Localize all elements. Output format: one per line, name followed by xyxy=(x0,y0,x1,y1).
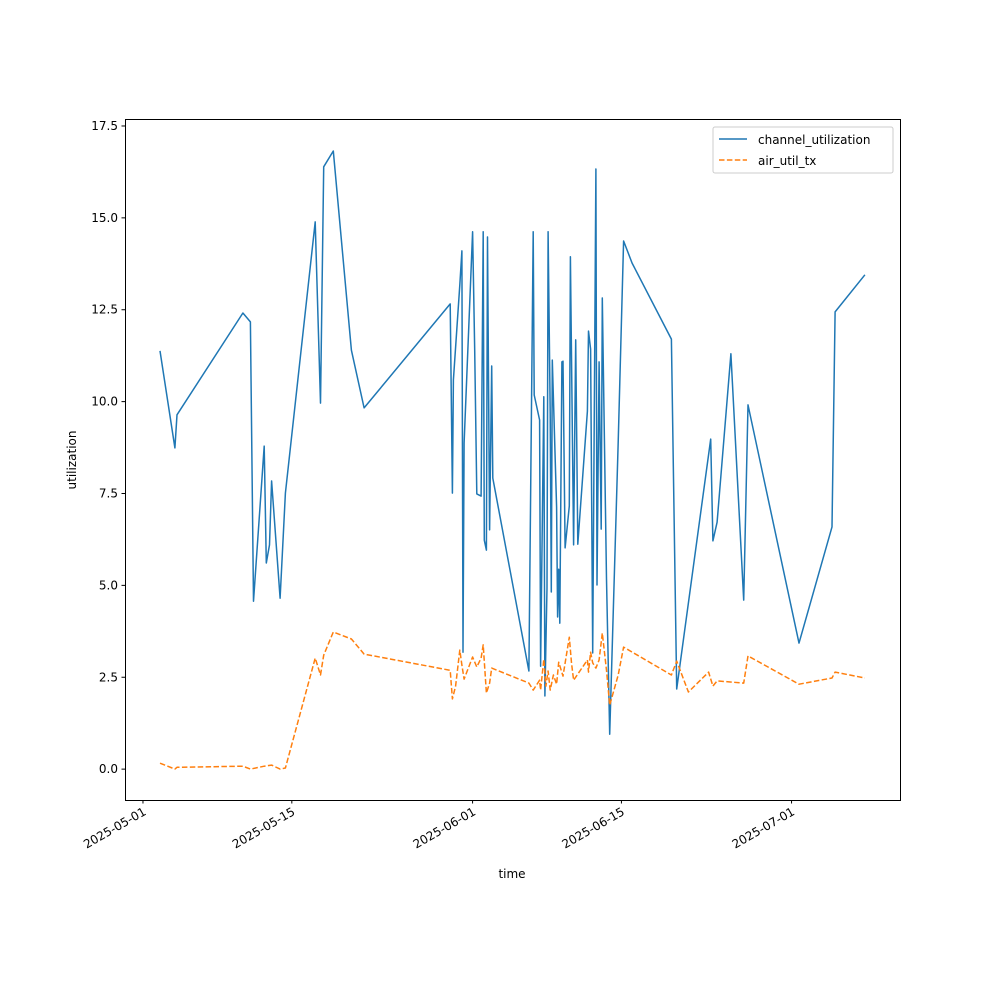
legend-box xyxy=(712,126,894,174)
y-tick-label: 17.5 xyxy=(91,119,118,133)
y-tick-label: 7.5 xyxy=(99,486,118,500)
legend-label-channel-utilization: channel_utilization xyxy=(758,133,870,147)
x-tick-label: 2025-07-01 xyxy=(730,804,797,851)
legend-label-air-util-tx: air_util_tx xyxy=(758,154,816,168)
legend: channel_utilization air_util_tx xyxy=(712,126,894,174)
y-tick-label: 15.0 xyxy=(91,211,118,225)
y-tick-label: 10.0 xyxy=(91,395,118,409)
y-axis-label: utilization xyxy=(65,431,79,490)
x-tick-label: 2025-05-15 xyxy=(230,804,297,851)
x-tick-label: 2025-06-15 xyxy=(560,804,627,851)
plot-frame xyxy=(125,119,901,801)
x-tick-label: 2025-06-01 xyxy=(411,804,478,851)
y-tick-label: 0.0 xyxy=(99,762,118,776)
y-tick-label: 5.0 xyxy=(99,578,118,592)
x-axis-label: time xyxy=(498,867,525,881)
x-tick-label: 2025-05-01 xyxy=(81,804,148,851)
y-tick-label: 2.5 xyxy=(99,670,118,684)
y-tick-label: 12.5 xyxy=(91,303,118,317)
series-line-channel-utilization xyxy=(159,150,866,735)
series-line-air-util-tx xyxy=(159,631,866,770)
